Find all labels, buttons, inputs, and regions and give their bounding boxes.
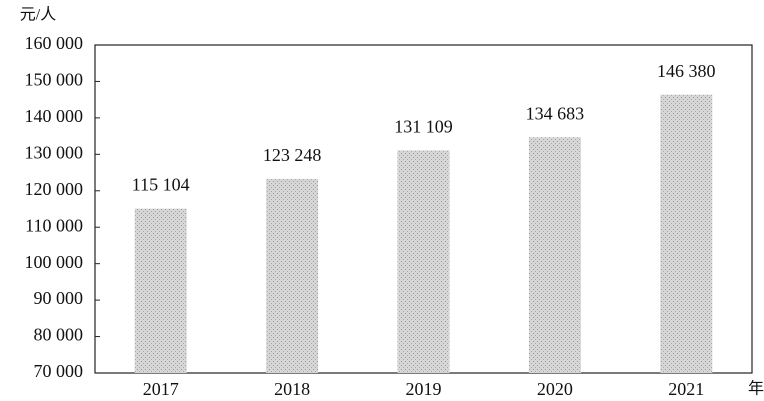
y-tick-label: 150 000 — [25, 70, 84, 90]
x-tick-label: 2019 — [406, 379, 442, 399]
data-label: 134 683 — [526, 103, 585, 123]
x-tick-label: 2017 — [143, 379, 179, 399]
y-axis-label: 元/人 — [20, 6, 56, 24]
bar — [134, 208, 187, 373]
y-tick-label: 140 000 — [25, 106, 84, 126]
data-label: 115 104 — [132, 175, 190, 195]
y-tick-label: 90 000 — [34, 288, 84, 308]
bar — [528, 137, 581, 373]
y-tick-label: 100 000 — [25, 252, 84, 272]
data-label: 146 380 — [657, 61, 716, 81]
x-tick-label: 2021 — [668, 379, 704, 399]
x-tick-label: 2020 — [537, 379, 573, 399]
bar — [397, 150, 450, 373]
data-label: 131 109 — [394, 116, 453, 136]
y-tick-label: 160 000 — [25, 33, 84, 53]
data-label: 123 248 — [263, 145, 322, 165]
y-tick-label: 110 000 — [25, 215, 83, 235]
y-tick-label: 130 000 — [25, 142, 84, 162]
x-axis-label: 年 — [748, 380, 764, 398]
bar — [266, 178, 319, 373]
bar — [660, 94, 713, 374]
x-tick-label: 2018 — [274, 379, 310, 399]
y-tick-label: 80 000 — [34, 325, 84, 345]
y-tick-label: 120 000 — [25, 179, 84, 199]
y-tick-label: 70 000 — [34, 361, 84, 381]
